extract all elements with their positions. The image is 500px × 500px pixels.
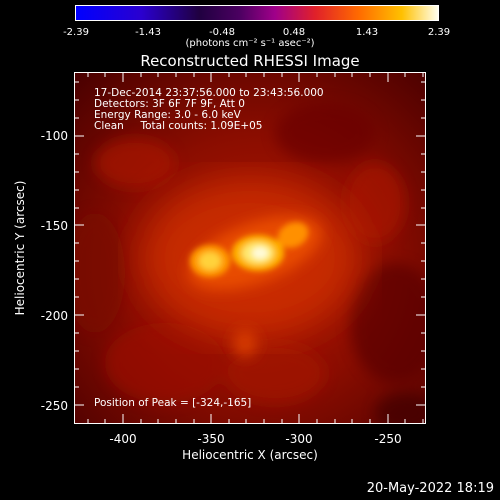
x-tick-label: -350 — [197, 432, 225, 446]
colorbar-label: -2.39 — [63, 27, 89, 38]
y-axis-label: Heliocentric Y (arcsec) — [13, 180, 27, 316]
colorbar-label: -1.43 — [135, 27, 161, 38]
colorbar-unit: (photons cm⁻² s⁻¹ asec⁻²) — [185, 38, 315, 49]
rhessi-image-panel — [74, 72, 426, 424]
y-tick-label: -250 — [40, 399, 68, 413]
y-tick-label: -200 — [40, 309, 68, 323]
x-tick-label: -400 — [109, 432, 137, 446]
info-line-time: 17-Dec-2014 23:37:56.000 to 23:43:56.000 — [94, 87, 324, 99]
info-line-detectors: Detectors: 3F 6F 7F 9F, Att 0 — [94, 98, 245, 110]
info-line-energy: Energy Range: 3.0 - 6.0 keV — [94, 109, 241, 121]
date-stamp: 20-May-2022 18:19 — [366, 481, 494, 496]
x-tick-label: -250 — [374, 432, 402, 446]
image-title: Reconstructed RHESSI Image — [140, 52, 360, 70]
x-axis-label: Heliocentric X (arcsec) — [182, 448, 318, 462]
x-tick-label: -300 — [285, 432, 313, 446]
info-line-counts: Clean Total counts: 1.09E+05 — [94, 120, 263, 132]
colorbar-label: 0.48 — [282, 27, 306, 38]
colorbar-label: 1.43 — [355, 27, 379, 38]
rhessi-image — [75, 73, 425, 423]
colorbar-label: -0.48 — [209, 27, 235, 38]
y-tick-label: -100 — [40, 129, 68, 143]
colorbar — [75, 5, 439, 21]
peak-position-text: Position of Peak = [-324,-165] — [94, 397, 252, 409]
colorbar-label: 2.39 — [427, 27, 451, 38]
y-tick-label: -150 — [40, 219, 68, 233]
